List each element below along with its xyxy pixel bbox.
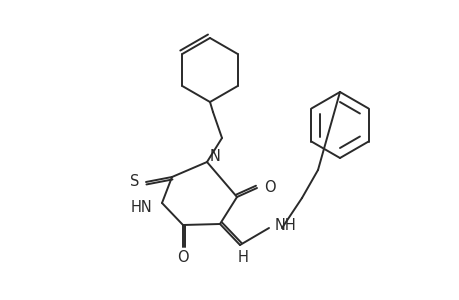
- Text: O: O: [263, 181, 275, 196]
- Text: O: O: [177, 250, 188, 266]
- Text: H: H: [237, 250, 248, 265]
- Text: NH: NH: [274, 218, 296, 232]
- Text: N: N: [209, 148, 220, 164]
- Text: HN: HN: [131, 200, 152, 215]
- Text: S: S: [130, 175, 140, 190]
